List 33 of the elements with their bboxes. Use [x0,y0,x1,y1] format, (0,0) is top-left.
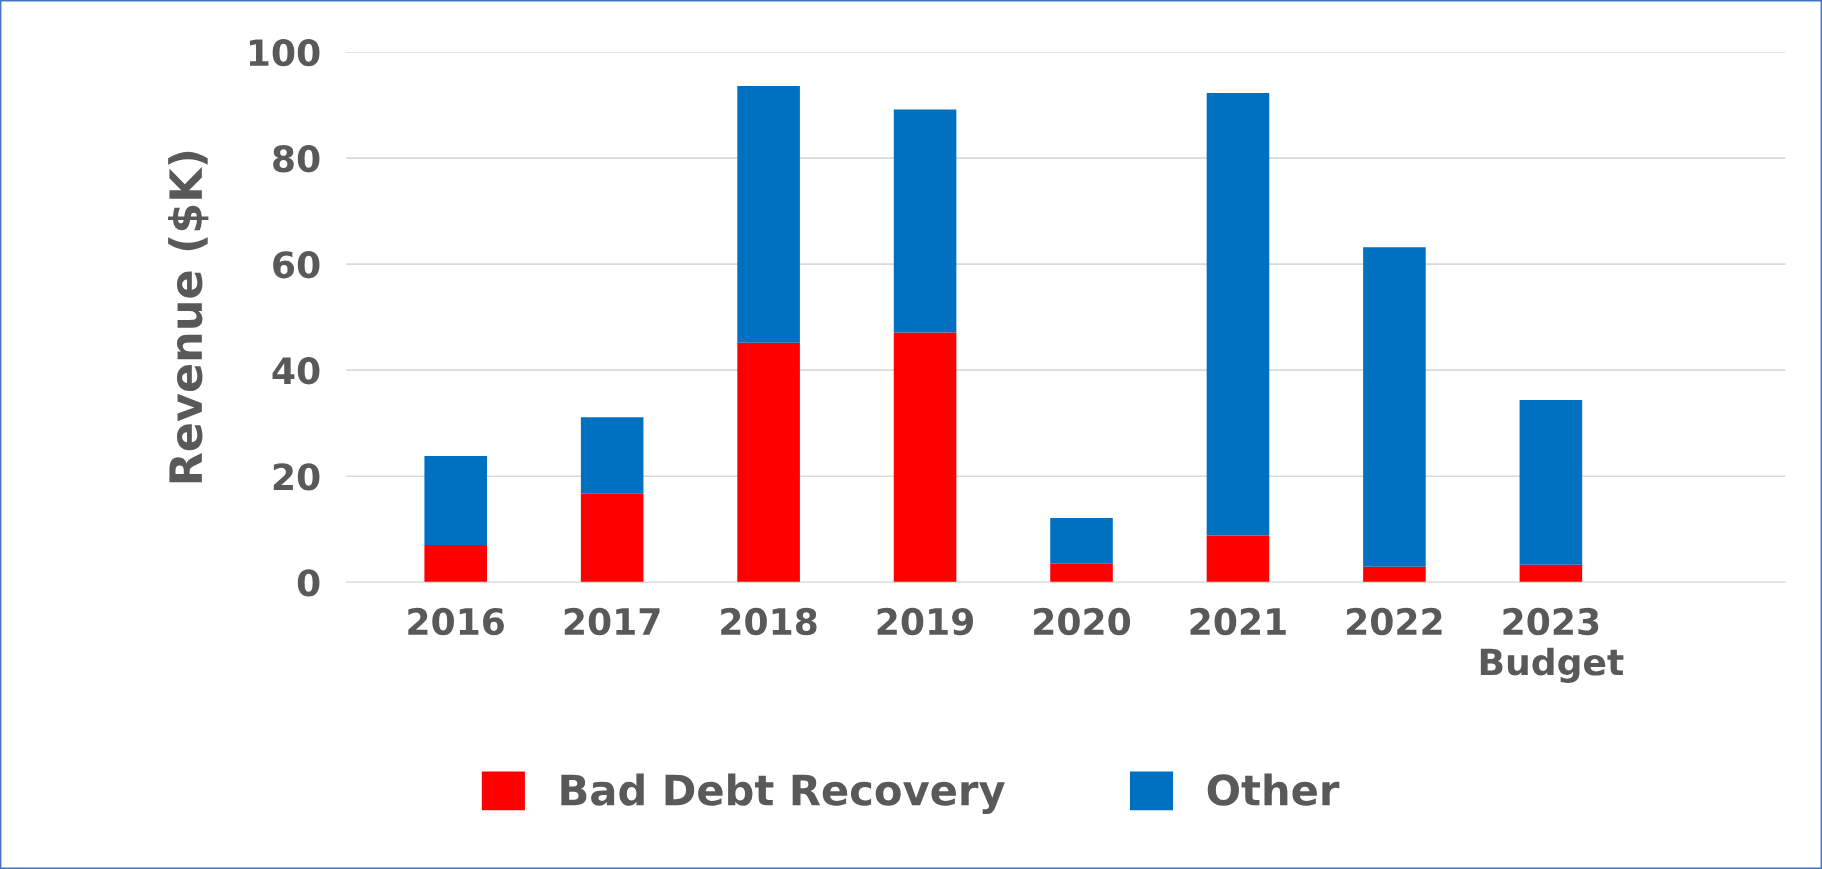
bar [1050,518,1113,564]
bar [1206,535,1270,583]
bar [580,493,644,583]
x-tick-label: 2019 [877,607,974,636]
x-tick-label: 2021 [1190,607,1286,636]
bar [1363,566,1426,583]
y-tick-label: 60 [273,251,320,279]
bar [424,545,487,583]
x-tick-label: 2023 Budget [1480,607,1624,683]
bar [424,456,487,546]
bar [1519,399,1583,565]
bar [893,332,957,583]
bar [1519,564,1583,583]
bar [737,342,800,583]
bar [893,109,957,333]
x-tick-label: 2016 [408,607,505,636]
bar [1206,92,1270,536]
y-tick-label: 40 [272,357,320,385]
y-tick-label: 100 [249,39,320,67]
x-tick-label: 2017 [564,607,660,636]
x-tick-label: 2020 [1034,607,1131,636]
bar [580,417,644,494]
x-tick-label: 2022 [1347,607,1442,636]
y-axis-title: Revenue ($K) [168,151,209,483]
bar [737,86,800,343]
legend-label: Other [1207,773,1340,806]
y-tick-label: 0 [297,569,320,597]
x-tick-label: 2018 [721,607,817,636]
y-tick-label: 20 [273,463,320,491]
bar [1363,247,1426,567]
y-tick-label: 80 [273,145,320,173]
bar [1050,563,1113,583]
legend-label: Bad Debt Recovery [561,773,1005,815]
